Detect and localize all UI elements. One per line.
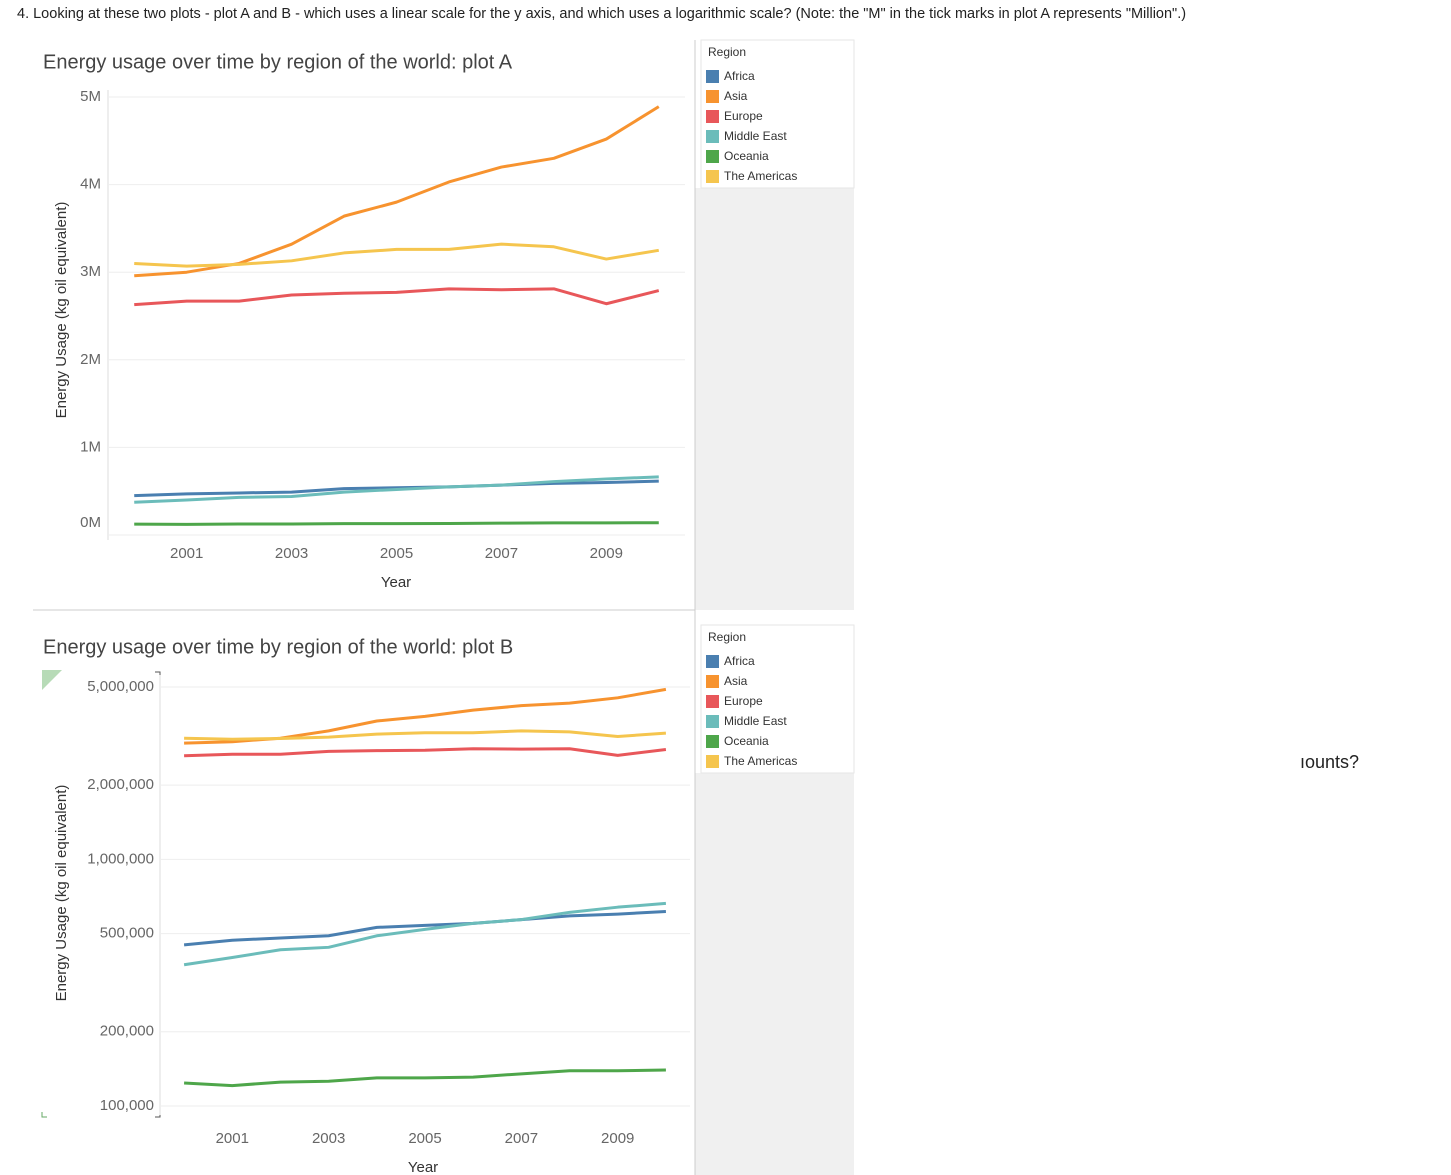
side-panel (695, 773, 854, 1175)
x-tick-label: 2005 (380, 545, 413, 562)
series-line (134, 242, 660, 268)
legend-swatch (706, 170, 719, 183)
y-tick-label: 1,000,000 (87, 850, 154, 867)
legend-label: The Americas (724, 754, 797, 768)
legend-label: Africa (724, 654, 755, 668)
side-panel (695, 188, 854, 610)
cut-text: ıounts? (1300, 752, 1359, 772)
legend-box (700, 39, 855, 189)
legend-label: Europe (724, 109, 763, 123)
legend-label: Middle East (724, 714, 787, 728)
y-tick-label: 4M (80, 176, 101, 193)
y-tick-label: 3M (80, 263, 101, 280)
corner (41, 1112, 47, 1118)
series-line (184, 729, 667, 741)
x-tick-label: 2009 (590, 545, 623, 562)
legend-swatch (706, 755, 719, 768)
y-tick-label: 2,000,000 (87, 776, 154, 793)
legend-swatch (706, 70, 719, 83)
legend-swatch (706, 655, 719, 668)
legend-swatch (706, 150, 719, 163)
legend-title: Region (708, 45, 746, 59)
y-tick-label: 5,000,000 (87, 678, 154, 695)
corner (155, 1112, 161, 1118)
y-tick-label: 200,000 (100, 1023, 154, 1040)
corner (155, 671, 161, 677)
y-axis-label: Energy Usage (kg oil equivalent) (53, 202, 70, 419)
legend-label: Africa (724, 69, 755, 83)
legend-swatch (706, 110, 719, 123)
legend-swatch (706, 735, 719, 748)
x-tick-label: 2009 (601, 1130, 634, 1147)
x-tick-label: 2001 (170, 545, 203, 562)
x-axis-label: Year (381, 574, 411, 591)
chart-title: Energy usage over time by region of the … (43, 636, 513, 658)
y-tick-label: 1M (80, 438, 101, 455)
legend-swatch (706, 695, 719, 708)
legend-swatch (706, 130, 719, 143)
x-tick-label: 2007 (485, 545, 518, 562)
question: 4. Looking at these two plots - plot A a… (17, 6, 1186, 22)
x-tick-label: 2001 (216, 1130, 249, 1147)
series-line (184, 1068, 666, 1088)
legend-label: Oceania (724, 149, 769, 163)
y-tick-label: 0M (80, 514, 101, 531)
legend-label: Asia (724, 674, 748, 688)
legend-swatch (706, 675, 719, 688)
series-line (183, 901, 667, 967)
series-line (134, 521, 659, 526)
x-tick-label: 2007 (505, 1130, 538, 1147)
series-line (134, 479, 659, 498)
y-tick-label: 500,000 (100, 925, 154, 942)
y-tick-label: 100,000 (100, 1097, 154, 1114)
legend-swatch (706, 715, 719, 728)
legend-box (700, 624, 855, 774)
y-axis-label: Energy Usage (kg oil equivalent) (53, 785, 70, 1002)
series-line (184, 747, 667, 758)
legend-label: Middle East (724, 129, 787, 143)
chart-title: Energy usage over time by region of the … (43, 51, 513, 73)
legend-label: The Americas (724, 169, 797, 183)
x-axis-label: Year (408, 1159, 438, 1175)
x-tick-label: 2003 (312, 1130, 345, 1147)
x-tick-label: 2005 (408, 1130, 441, 1147)
x-tick-label: 2003 (275, 545, 308, 562)
series-line (134, 287, 660, 307)
y-tick-label: 5M (80, 88, 101, 105)
icon (42, 670, 62, 690)
legend-label: Asia (724, 89, 748, 103)
y-tick-label: 2M (80, 351, 101, 368)
legend-title: Region (708, 630, 746, 644)
legend-swatch (706, 90, 719, 103)
series-line (183, 909, 666, 947)
legend-label: Oceania (724, 734, 769, 748)
series-line (134, 475, 659, 504)
legend-label: Europe (724, 694, 763, 708)
